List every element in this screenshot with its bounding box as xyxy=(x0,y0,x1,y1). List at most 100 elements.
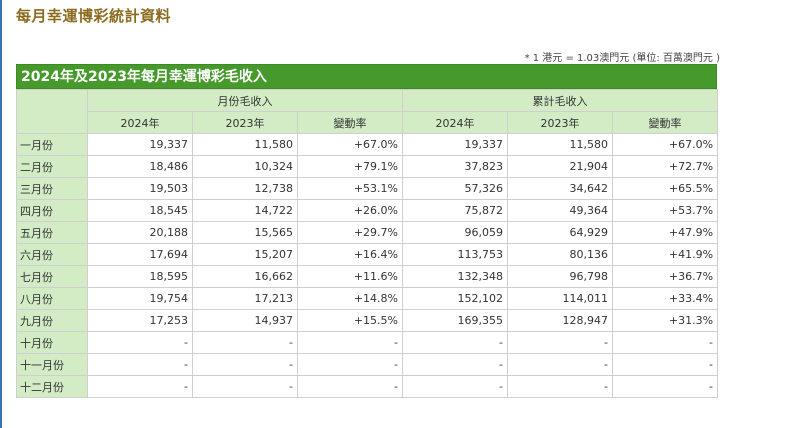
month-label: 八月份 xyxy=(16,287,88,310)
monthly-2023-cell: - xyxy=(192,331,298,354)
cumulative-2024-cell: 152,102 xyxy=(402,287,509,310)
monthly-change-cell: +15.5% xyxy=(296,309,404,332)
monthly-2023-cell: 12,738 xyxy=(192,177,298,200)
table-row: 一月份 19,337 11,580 +67.0% 19,337 11,580 +67.0% xyxy=(16,133,719,156)
monthly-2024-cell: 19,503 xyxy=(87,177,193,200)
cumulative-2023-cell: 128,947 xyxy=(507,309,614,332)
month-label: 四月份 xyxy=(16,199,88,222)
cumulative-2024-cell: 132,348 xyxy=(402,265,509,288)
table-body: 一月份 19,337 11,580 +67.0% 19,337 11,580 +67.0% 二… xyxy=(16,133,719,398)
cumulative-2023-cell: 96,798 xyxy=(507,265,614,288)
monthly-2024-cell: 20,188 xyxy=(87,221,193,244)
cumulative-2023-cell: 64,929 xyxy=(507,221,614,244)
monthly-change-cell: +79.1% xyxy=(296,155,404,178)
month-label: 十月份 xyxy=(16,331,88,354)
monthly-2024-cell: 18,545 xyxy=(87,199,193,222)
cumulative-2023-cell: 80,136 xyxy=(507,243,614,266)
monthly-change-cell: +11.6% xyxy=(296,265,404,288)
cumulative-change-cell: +65.5% xyxy=(612,177,719,200)
left-border-rule xyxy=(0,0,2,428)
monthly-2023-cell: 10,324 xyxy=(192,155,298,178)
table-row: 七月份 18,595 16,662 +11.6% 132,348 96,798 +36.7% xyxy=(16,265,719,288)
cumulative-2024-cell: 169,355 xyxy=(402,309,509,332)
currency-note: * 1 港元 = 1.03澳門元 (單位: 百萬澳門元 ) xyxy=(524,53,720,64)
cumulative-change-cell: +33.4% xyxy=(612,287,719,310)
monthly-2023-cell: 14,937 xyxy=(192,309,298,332)
month-label: 二月份 xyxy=(16,155,88,178)
cumulative-2024-cell: 19,337 xyxy=(402,133,509,156)
monthly-2024-cell: - xyxy=(87,331,193,354)
monthly-change-cell: +67.0% xyxy=(296,133,404,156)
monthly-change-cell: - xyxy=(296,353,404,376)
table-row: 二月份 18,486 10,324 +79.1% 37,823 21,904 +72.7% xyxy=(16,155,719,178)
group-cumulative-header: 累計毛收入 xyxy=(402,89,719,112)
monthly-change-header: 變動率 xyxy=(296,111,404,134)
cumulative-2024-cell: - xyxy=(402,375,509,398)
cumulative-2023-cell: 114,011 xyxy=(507,287,614,310)
cumulative-2023-cell: 49,364 xyxy=(507,199,614,222)
month-label: 六月份 xyxy=(16,243,88,266)
cumulative-2023-cell: 21,904 xyxy=(507,155,614,178)
revenue-table-container: 2024年及2023年每月幸運博彩毛收入 月份毛收入 累計毛收入 2024年 2… xyxy=(16,64,719,398)
group-header-row: 月份毛收入 累計毛收入 xyxy=(16,89,719,134)
monthly-change-cell: - xyxy=(296,375,404,398)
monthly-2023-cell: 15,207 xyxy=(192,243,298,266)
cumulative-2024-cell: 57,326 xyxy=(402,177,509,200)
cumulative-change-cell: +31.3% xyxy=(612,309,719,332)
cumulative-2024-cell: - xyxy=(402,353,509,376)
monthly-change-cell: - xyxy=(296,331,404,354)
month-label: 三月份 xyxy=(16,177,88,200)
cumulative-2024-cell: 75,872 xyxy=(402,199,509,222)
monthly-2024-cell: 17,694 xyxy=(87,243,193,266)
cumulative-2023-cell: - xyxy=(507,375,614,398)
cumulative-2024-header: 2024年 xyxy=(402,111,509,134)
monthly-2024-cell: 19,337 xyxy=(87,133,193,156)
cumulative-change-cell: +47.9% xyxy=(612,221,719,244)
monthly-change-cell: +26.0% xyxy=(296,199,404,222)
cumulative-change-cell: +53.7% xyxy=(612,199,719,222)
monthly-change-cell: +14.8% xyxy=(296,287,404,310)
table-row: 五月份 20,188 15,565 +29.7% 96,059 64,929 +47.9% xyxy=(16,221,719,244)
monthly-change-cell: +53.1% xyxy=(296,177,404,200)
monthly-2023-cell: 11,580 xyxy=(192,133,298,156)
monthly-2023-cell: - xyxy=(192,353,298,376)
cumulative-2024-cell: 96,059 xyxy=(402,221,509,244)
month-label: 十二月份 xyxy=(16,375,88,398)
monthly-2023-cell: - xyxy=(192,375,298,398)
cumulative-2024-cell: 113,753 xyxy=(402,243,509,266)
cumulative-2023-cell: 34,642 xyxy=(507,177,614,200)
monthly-change-cell: +16.4% xyxy=(296,243,404,266)
monthly-2023-cell: 16,662 xyxy=(192,265,298,288)
revenue-table: 月份毛收入 累計毛收入 2024年 2023年 變動率 2024年 2023年 … xyxy=(16,89,719,398)
cumulative-change-header: 變動率 xyxy=(612,111,719,134)
month-label: 五月份 xyxy=(16,221,88,244)
cumulative-change-cell: +36.7% xyxy=(612,265,719,288)
monthly-2024-cell: 18,595 xyxy=(87,265,193,288)
table-row: 十一月份 - - - - - - xyxy=(16,353,719,376)
table-row: 十月份 - - - - - - xyxy=(16,331,719,354)
table-row: 六月份 17,694 15,207 +16.4% 113,753 80,136 +41.9% xyxy=(16,243,719,266)
cumulative-change-cell: - xyxy=(612,375,719,398)
monthly-change-cell: +29.7% xyxy=(296,221,404,244)
monthly-2024-header: 2024年 xyxy=(87,111,193,134)
cumulative-2023-header: 2023年 xyxy=(507,111,614,134)
cumulative-change-cell: +67.0% xyxy=(612,133,719,156)
monthly-2024-cell: 17,253 xyxy=(87,309,193,332)
table-title: 2024年及2023年每月幸運博彩毛收入 xyxy=(16,64,717,89)
table-row: 三月份 19,503 12,738 +53.1% 57,326 34,642 +65.5% xyxy=(16,177,719,200)
month-label: 九月份 xyxy=(16,309,88,332)
cumulative-change-cell: - xyxy=(612,353,719,376)
month-header-blank xyxy=(16,89,88,134)
cumulative-2023-cell: - xyxy=(507,331,614,354)
monthly-2024-cell: 18,486 xyxy=(87,155,193,178)
month-label: 一月份 xyxy=(16,133,88,156)
cumulative-2024-cell: 37,823 xyxy=(402,155,509,178)
cumulative-2023-cell: - xyxy=(507,353,614,376)
month-label: 十一月份 xyxy=(16,353,88,376)
monthly-2024-cell: - xyxy=(87,375,193,398)
month-label: 七月份 xyxy=(16,265,88,288)
table-row: 九月份 17,253 14,937 +15.5% 169,355 128,947 +31.3… xyxy=(16,309,719,332)
column-header-row: 2024年 2023年 變動率 2024年 2023年 變動率 xyxy=(17,111,719,134)
cumulative-2024-cell: - xyxy=(402,331,509,354)
page-title: 每月幸運博彩統計資料 xyxy=(16,7,172,25)
